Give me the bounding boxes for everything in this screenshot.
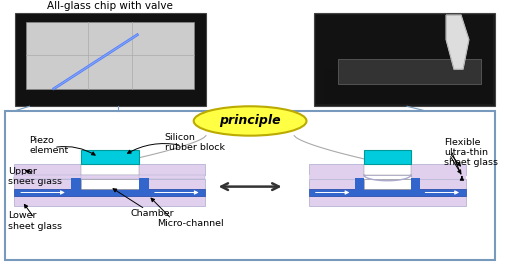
Bar — [14, 179, 205, 188]
Text: Piezo
element: Piezo element — [30, 136, 69, 155]
Bar — [363, 164, 410, 175]
Bar — [14, 196, 205, 206]
Text: All-glass chip with valve: All-glass chip with valve — [47, 1, 173, 11]
Bar — [363, 150, 410, 164]
Bar — [26, 22, 194, 89]
Text: Chamber: Chamber — [130, 209, 174, 218]
Bar — [308, 164, 465, 175]
Bar — [410, 178, 419, 190]
Bar — [308, 179, 465, 188]
Bar — [355, 178, 363, 190]
Bar — [138, 178, 149, 190]
Bar — [363, 179, 410, 188]
Bar — [323, 69, 490, 103]
Bar — [5, 111, 494, 260]
Polygon shape — [445, 15, 468, 69]
Bar — [81, 175, 138, 179]
Bar — [71, 178, 81, 190]
Bar — [81, 164, 138, 175]
Text: Upper
sheet glass: Upper sheet glass — [8, 167, 62, 186]
Bar — [337, 59, 479, 84]
Bar — [15, 13, 206, 106]
Text: Lower
sheet glass: Lower sheet glass — [8, 211, 62, 230]
Text: principle: principle — [219, 115, 280, 128]
Bar — [313, 13, 494, 106]
Bar — [308, 175, 363, 179]
Bar — [315, 15, 492, 104]
Bar — [81, 179, 138, 188]
Text: Micro-channel: Micro-channel — [157, 219, 223, 228]
Text: Flexible
ultra-thin
sheet glass: Flexible ultra-thin sheet glass — [443, 138, 497, 167]
Bar — [14, 175, 205, 179]
Bar — [81, 150, 138, 164]
Text: Silicon
rubber block: Silicon rubber block — [164, 133, 224, 152]
Bar — [14, 164, 205, 175]
Bar — [308, 188, 465, 196]
Bar — [308, 196, 465, 206]
Bar — [410, 175, 465, 179]
Ellipse shape — [193, 106, 306, 136]
Bar — [14, 188, 205, 196]
